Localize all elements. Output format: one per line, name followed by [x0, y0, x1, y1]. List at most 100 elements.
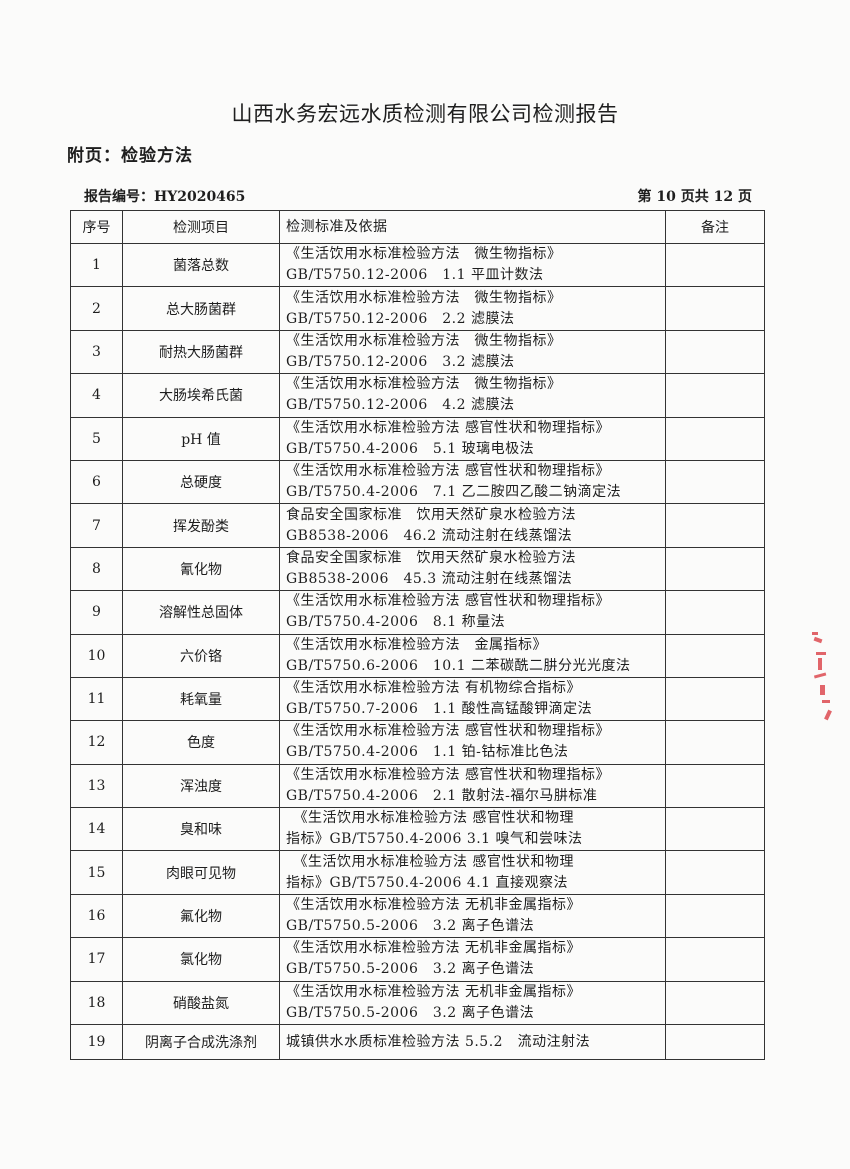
header-no: 序号 [70, 210, 123, 244]
standard-line-1: 《生活饮用水标准检验方法 微生物指标》 [286, 332, 562, 349]
test-item: 耗氧量 [122, 676, 280, 722]
test-standard: 《生活饮用水标准检验方法 感官性状和物理指标》 GB/T5750.4-2006 8… [279, 590, 666, 635]
test-item: 六价铬 [122, 633, 280, 678]
row-number: 12 [70, 720, 123, 765]
standard-line-1: 《生活饮用水标准检验方法 感官性状和物理指标》 [286, 766, 610, 783]
header-note: 备注 [665, 210, 765, 244]
standard-line-1: 《生活饮用水标准检验方法 感官性状和物理指标》 [286, 463, 610, 480]
table-row: 3 耐热大肠菌群 《生活饮用水标准检验方法 微生物指标》 GB/T5750.12-20… [70, 329, 765, 375]
standard-line-2: GB/T5750.4-2006 5.1 玻璃电极法 [286, 440, 535, 457]
row-note [665, 807, 765, 852]
row-note [665, 459, 765, 505]
row-number: 4 [70, 373, 123, 418]
standard-line-1: 《生活饮用水标准检验方法 感官性状和物理指标》 [286, 723, 610, 740]
row-number: 10 [70, 633, 123, 678]
row-number: 7 [70, 503, 123, 548]
row-note [665, 676, 765, 722]
test-standard: 《生活饮用水标准检验方法 微生物指标》 GB/T5750.12-2006 3.2 … [279, 329, 666, 375]
row-number: 19 [70, 1024, 123, 1061]
row-note [665, 850, 765, 895]
standard-line-1: 食品安全国家标准 饮用天然矿泉水检验方法 [286, 506, 576, 523]
test-item: 硝酸盐氮 [122, 980, 280, 1026]
row-number: 2 [70, 286, 123, 331]
row-note [665, 893, 765, 939]
row-number: 9 [70, 590, 123, 635]
test-standard: 《生活饮用水标准检验方法 感官性状和物理指标》 GB/T5750.4-2006 1… [279, 720, 666, 765]
standard-line-2: 指标》GB/T5750.4-2006 3.1 嗅气和尝味法 [286, 831, 583, 848]
row-note [665, 1024, 765, 1061]
standard-line-2: GB/T5750.4-2006 1.1 铂-钴标准比色法 [286, 744, 569, 761]
test-item: 总硬度 [122, 459, 280, 505]
test-item: 氯化物 [122, 937, 280, 982]
test-standard: 《生活饮用水标准检验方法 无机非金属指标》 GB/T5750.5-2006 3.2… [279, 893, 666, 939]
table-row: 5 pH 值《生活饮用水标准检验方法 感官性状和物理指标》 GB/T5750.4-2… [70, 416, 765, 461]
table-row: 8 氰化物 食品安全国家标准 饮用天然矿泉水检验方法 GB8538-2006 45.3… [70, 546, 765, 592]
table-row: 15 肉眼可见物 《生活饮用水标准检验方法 感官性状和物理 指标》GB/T5750.… [70, 850, 765, 895]
test-item: 臭和味 [122, 807, 280, 852]
standard-line-2: GB/T5750.7-2006 1.1 酸性高锰酸钾滴定法 [286, 701, 593, 718]
standard-line-1: 《生活饮用水标准检验方法 感官性状和物理指标》 [286, 593, 610, 610]
table-row: 19 阴离子合成洗涤剂 城镇供水水质标准检验方法 5.5.2 流动注射法 [70, 1024, 765, 1061]
row-number: 5 [70, 416, 123, 461]
test-item: 溶解性总固体 [122, 590, 280, 635]
standard-line-2: GB/T5750.12-2006 2.2 滤膜法 [286, 310, 515, 327]
test-standard: 《生活饮用水标准检验方法 感官性状和物理指标》 GB/T5750.4-2006 7… [279, 459, 666, 505]
test-standard: 食品安全国家标准 饮用天然矿泉水检验方法 GB8538-2006 45.3 流动注… [279, 546, 666, 592]
row-note [665, 242, 765, 288]
table-row: 12 色度 《生活饮用水标准检验方法 感官性状和物理指标》 GB/T5750.4-20… [70, 720, 765, 765]
test-standard: 《生活饮用水标准检验方法 微生物指标》 GB/T5750.12-2006 4.2 … [279, 373, 666, 418]
test-item: 阴离子合成洗涤剂 [122, 1024, 280, 1061]
test-standard: 《生活饮用水标准检验方法 金属指标》 GB/T5750.6-2006 10.1 二… [279, 633, 666, 678]
row-number: 13 [70, 763, 123, 809]
standard-line-1: 《生活饮用水标准检验方法 无机非金属指标》 [286, 897, 581, 914]
test-standard: 《生活饮用水标准检验方法 微生物指标》 GB/T5750.12-2006 2.2 … [279, 286, 666, 331]
row-number: 14 [70, 807, 123, 852]
standard-line-2: 指标》GB/T5750.4-2006 4.1 直接观察法 [286, 874, 569, 891]
row-note [665, 980, 765, 1026]
red-seal-stamp-fragment [812, 632, 832, 721]
row-note [665, 590, 765, 635]
table-row: 17 氯化物 《生活饮用水标准检验方法 无机非金属指标》 GB/T5750.5-200… [70, 937, 765, 982]
standard-line-1: 《生活饮用水标准检验方法 无机非金属指标》 [286, 983, 581, 1000]
appendix-heading: 附页：检验方法 [67, 146, 193, 166]
test-standard: 《生活饮用水标准检验方法 微生物指标》 GB/T5750.12-2006 1.1 … [279, 242, 666, 288]
table-row: 14 臭和味 《生活饮用水标准检验方法 感官性状和物理 指标》GB/T5750.4-… [70, 807, 765, 852]
row-note [665, 633, 765, 678]
standard-line-1: 《生活饮用水标准检验方法 感官性状和物理 [286, 853, 574, 870]
test-item: 肉眼可见物 [122, 850, 280, 895]
report-title: 山西水务宏远水质检测有限公司检测报告 [231, 102, 619, 126]
header-standard: 检测标准及依据 [279, 210, 666, 244]
test-standard: 《生活饮用水标准检验方法 感官性状和物理 指标》GB/T5750.4-2006 4… [279, 850, 666, 895]
table-row: 10 六价铬 《生活饮用水标准检验方法 金属指标》 GB/T5750.6-2006 1… [70, 633, 765, 678]
test-item: 浑浊度 [122, 763, 280, 809]
standard-line-2: GB/T5750.5-2006 3.2 离子色谱法 [286, 1004, 535, 1021]
test-standard: 《生活饮用水标准检验方法 有机物综合指标》 GB/T5750.7-2006 1.1… [279, 676, 666, 722]
test-standard: 《生活饮用水标准检验方法 感官性状和物理 指标》GB/T5750.4-2006 3… [279, 807, 666, 852]
test-item: pH 值 [122, 416, 280, 461]
header-item: 检测项目 [122, 210, 280, 244]
page-info: 第 10 页共 12 页 [637, 189, 752, 205]
test-item: 色度 [122, 720, 280, 765]
row-number: 17 [70, 937, 123, 982]
standard-line-2: GB8538-2006 46.2 流动注射在线蒸馏法 [286, 527, 573, 544]
table-row: 9 溶解性总固体 《生活饮用水标准检验方法 感官性状和物理指标》 GB/T5750.4… [70, 590, 765, 635]
test-standard: 《生活饮用水标准检验方法 感官性状和物理指标》 GB/T5750.4-2006 5… [279, 416, 666, 461]
standard-line-1: 《生活饮用水标准检验方法 微生物指标》 [286, 376, 562, 393]
table-row: 2 总大肠菌群 《生活饮用水标准检验方法 微生物指标》 GB/T5750.12-200… [70, 286, 765, 331]
table-row: 6 总硬度 《生活饮用水标准检验方法 感官性状和物理指标》 GB/T5750.4-20… [70, 459, 765, 505]
row-note [665, 937, 765, 982]
table-row: 18 硝酸盐氮 《生活饮用水标准检验方法 无机非金属指标》 GB/T5750.5-20… [70, 980, 765, 1026]
row-note [665, 373, 765, 418]
row-note [665, 546, 765, 592]
standard-line-2: GB/T5750.12-2006 3.2 滤膜法 [286, 353, 515, 370]
standard-line-2: GB/T5750.6-2006 10.1 二苯碳酰二肼分光光度法 [286, 657, 631, 674]
row-number: 16 [70, 893, 123, 939]
standard-line-1: 《生活饮用水标准检验方法 金属指标》 [286, 636, 547, 653]
test-standard: 食品安全国家标准 饮用天然矿泉水检验方法 GB8538-2006 46.2 流动注… [279, 503, 666, 548]
test-item: 挥发酚类 [122, 503, 280, 548]
table-row: 13 浑浊度 《生活饮用水标准检验方法 感官性状和物理指标》 GB/T5750.4-2… [70, 763, 765, 809]
test-standard: 《生活饮用水标准检验方法 无机非金属指标》 GB/T5750.5-2006 3.2… [279, 980, 666, 1026]
standard-line-2: GB/T5750.4-2006 8.1 称量法 [286, 614, 506, 631]
test-standard: 《生活饮用水标准检验方法 感官性状和物理指标》 GB/T5750.4-2006 2… [279, 763, 666, 809]
row-note [665, 720, 765, 765]
